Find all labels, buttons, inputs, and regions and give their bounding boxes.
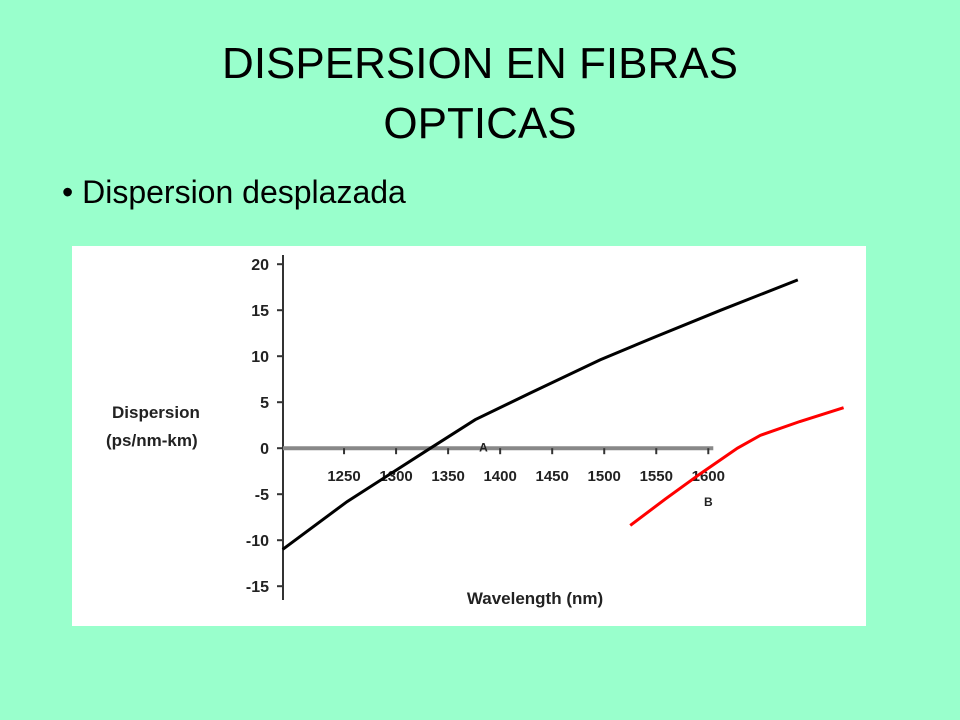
series-line (629, 406, 845, 527)
y-tick-label: 20 (251, 257, 269, 274)
x-tick-label: 1300 (379, 468, 412, 485)
slide-title: DISPERSION EN FIBRAS (222, 39, 738, 88)
y-tick-label: 15 (251, 303, 269, 320)
chart: Dispersion (ps/nm-km) Wavelength (nm) 20… (72, 246, 866, 626)
x-tick-label: 1250 (327, 468, 360, 485)
y-tick-label: -15 (246, 579, 269, 596)
x-tick-label: 1550 (640, 468, 673, 485)
x-tick-label: 1400 (483, 468, 516, 485)
y-tick-label: 10 (251, 349, 269, 366)
y-tick-label: 0 (260, 441, 269, 458)
y-axis-label: (ps/nm-km) (106, 431, 198, 450)
x-tick-label: 1350 (431, 468, 464, 485)
y-tick-label: -5 (255, 487, 269, 504)
slide-title: OPTICAS (383, 99, 577, 148)
bullet: • Dispersion desplazada (62, 174, 406, 210)
bullet-text: Dispersion desplazada (82, 174, 406, 210)
y-tick-label: -10 (246, 533, 269, 550)
x-tick-label: 1500 (588, 468, 621, 485)
x-tick-label: 1450 (536, 468, 569, 485)
x-axis-label: Wavelength (nm) (467, 589, 603, 608)
y-axis-label: Dispersion (112, 403, 200, 422)
y-tick-label: 5 (260, 395, 269, 412)
series-label: B (704, 495, 713, 509)
series-line (281, 278, 799, 551)
series-label: A (479, 441, 488, 455)
